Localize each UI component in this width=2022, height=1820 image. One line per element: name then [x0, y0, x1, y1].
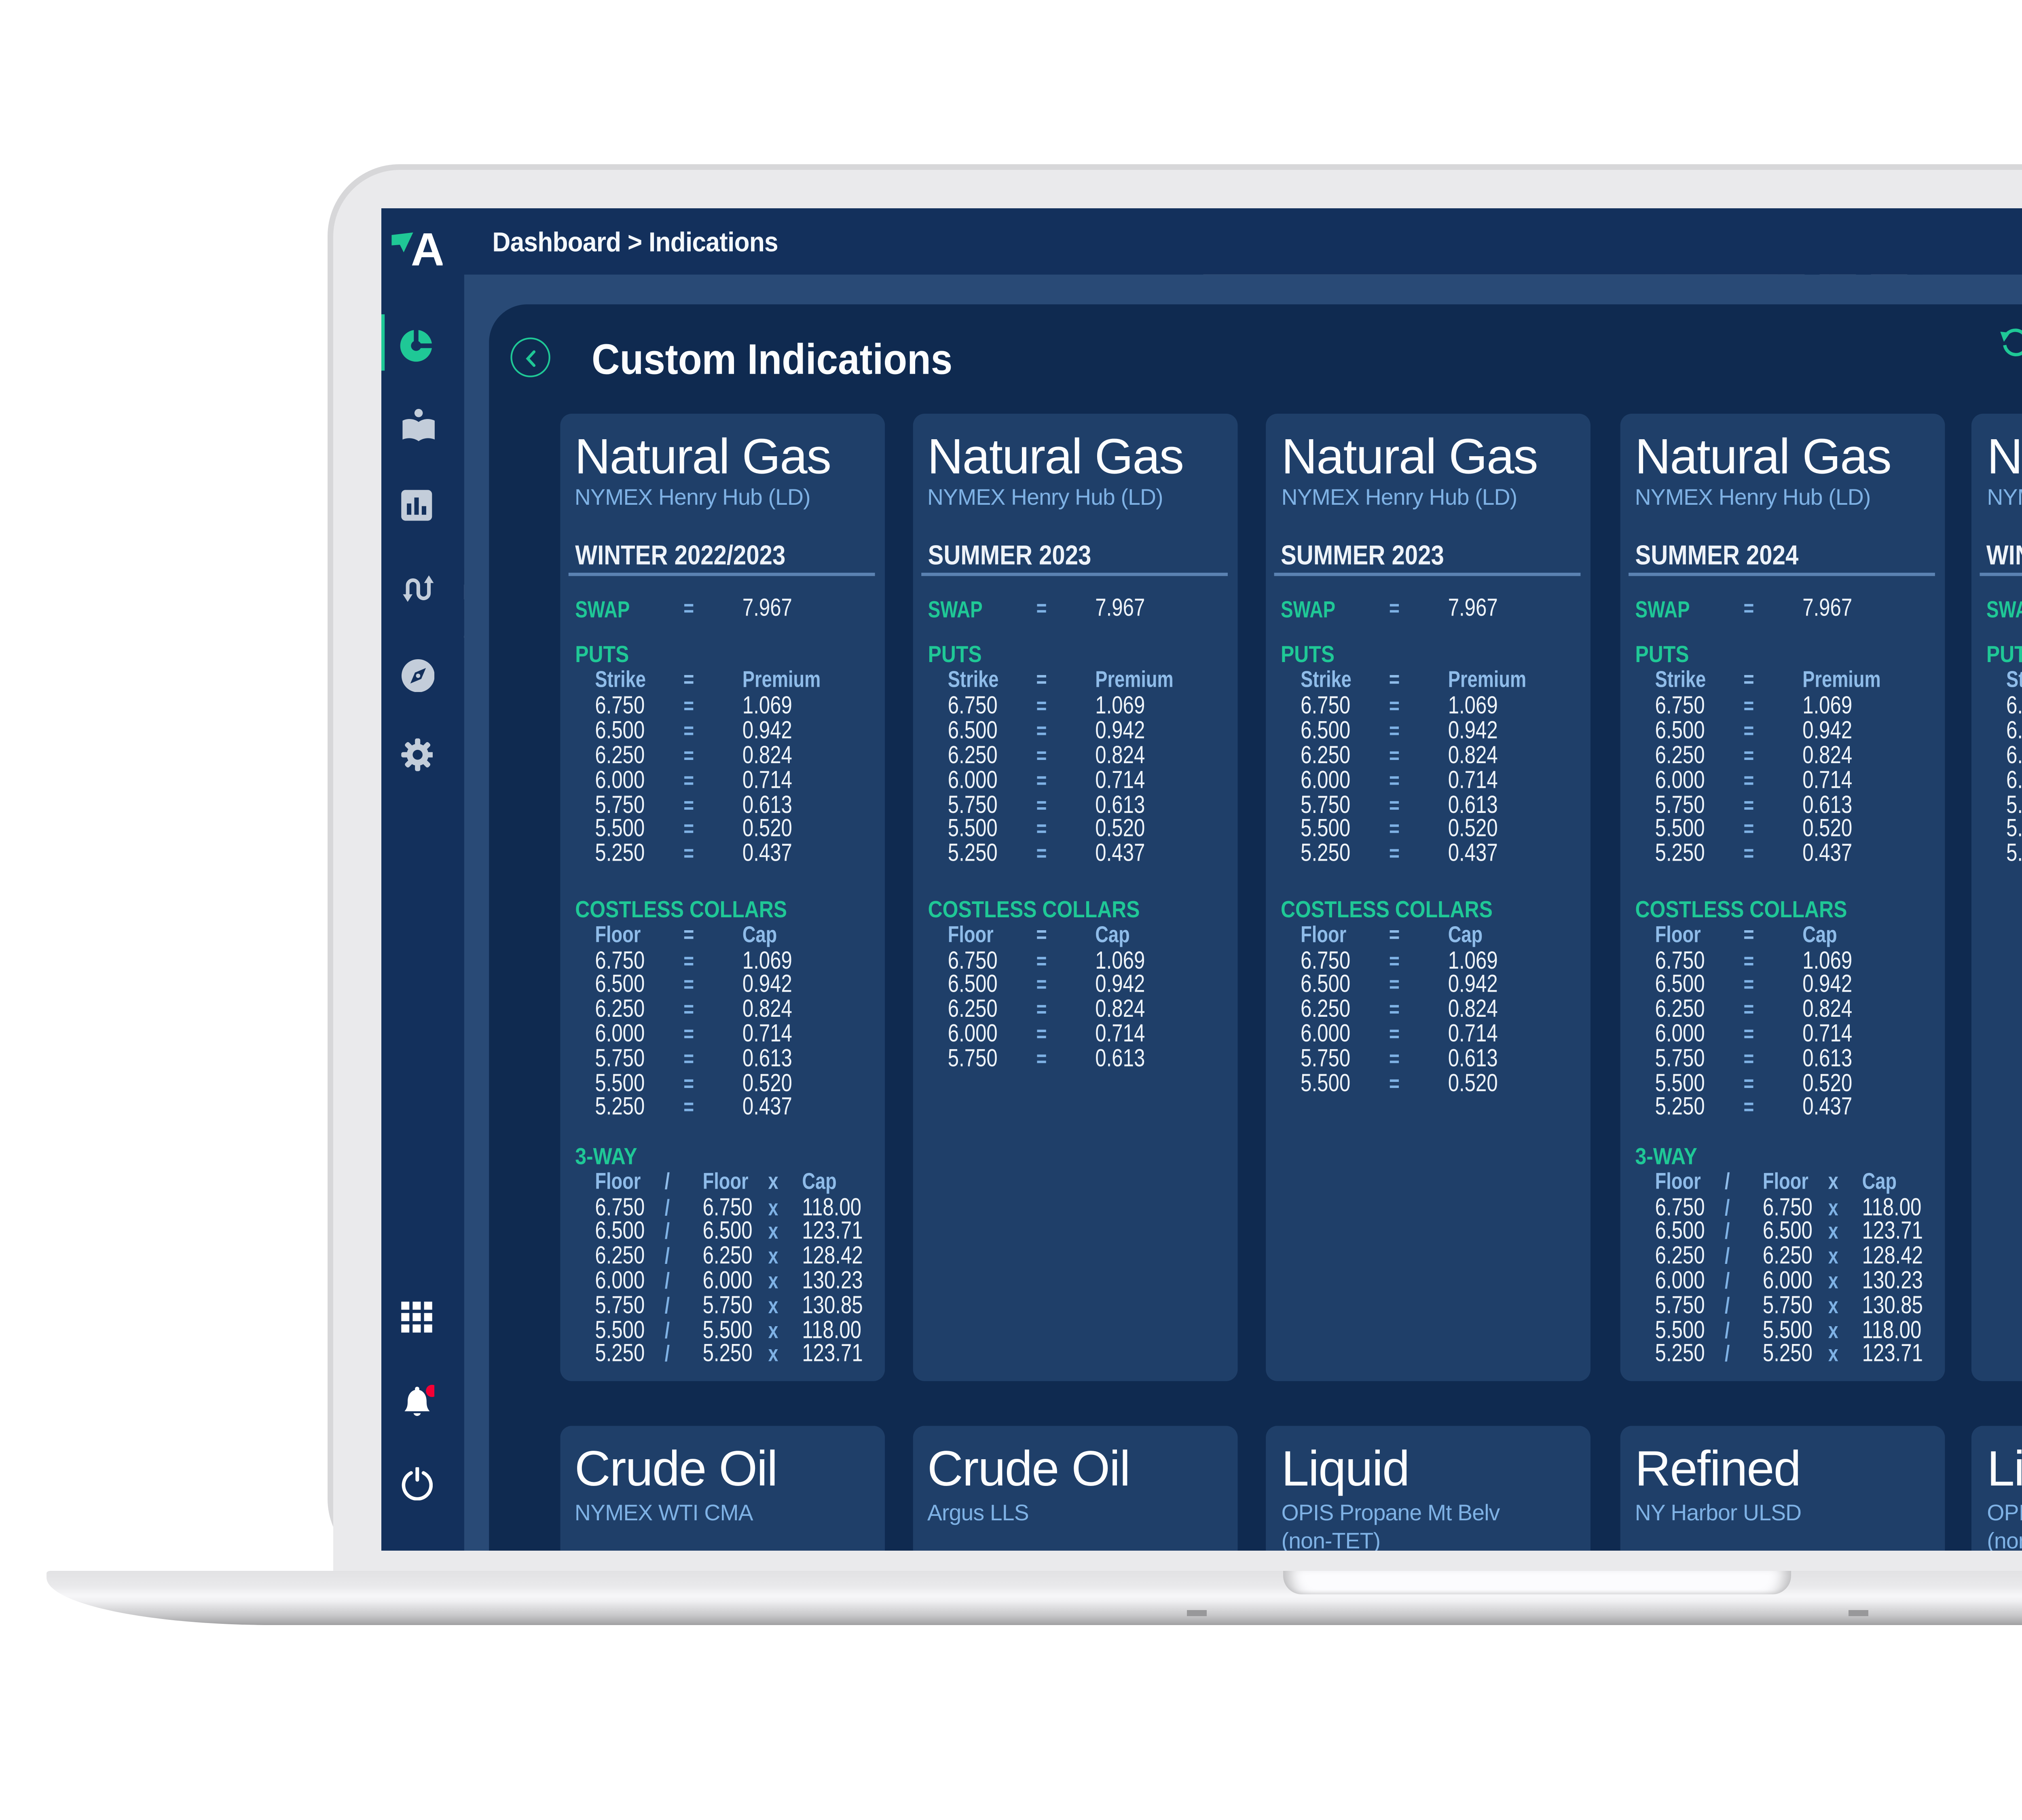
- svg-text:A: A: [411, 231, 443, 266]
